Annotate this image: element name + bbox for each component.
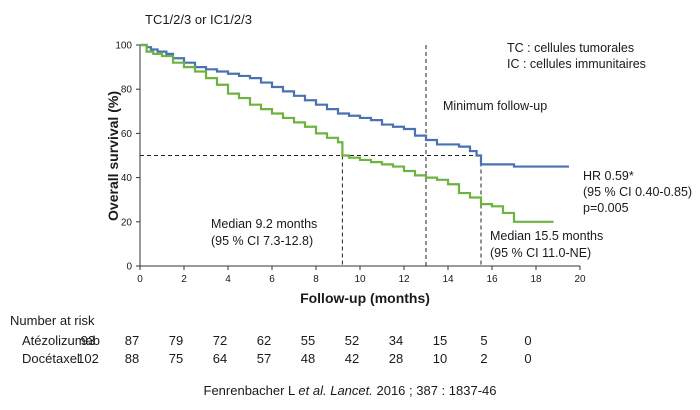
risk-value: 72: [212, 333, 228, 348]
hr-line3: p=0.005: [583, 201, 629, 215]
risk-table-title: Number at risk: [10, 313, 95, 328]
citation-rest: 2016 ; 387 : 1837-46: [372, 383, 497, 398]
risk-value: 87: [124, 333, 140, 348]
median-docetaxel-line2: (95 % CI 7.3-12.8): [211, 234, 313, 248]
risk-row-label-atezolizumab: Atézolizumab: [22, 333, 101, 348]
risk-row-label-docetaxel: Docétaxel: [22, 351, 80, 366]
hr-line2: (95 % CI 0.40-0.85): [583, 185, 692, 199]
risk-value: 79: [168, 333, 184, 348]
citation: Fenrenbacher L et al. Lancet. 2016 ; 387…: [0, 383, 700, 398]
series-line-docetaxel: [140, 43, 554, 223]
risk-value: 0: [524, 351, 532, 366]
risk-value: 15: [432, 333, 448, 348]
subgroup-label: TC1/2/3 or IC1/2/3: [145, 12, 252, 27]
y-tick-label: 60: [121, 129, 133, 140]
x-tick-label: 16: [486, 274, 498, 285]
risk-value: 28: [388, 351, 404, 366]
y-tick-label: 80: [121, 85, 133, 96]
risk-value: 62: [256, 333, 272, 348]
x-tick-label: 12: [398, 274, 410, 285]
x-tick-label: 18: [530, 274, 542, 285]
citation-authors: Fenrenbacher L: [203, 383, 299, 398]
risk-value: 55: [300, 333, 316, 348]
reference-lines: [140, 45, 482, 266]
x-tick-label: 14: [442, 274, 454, 285]
median-docetaxel-line1: Median 9.2 months: [211, 217, 317, 231]
y-axis-title: Overall survival (%): [105, 91, 121, 221]
x-tick-label: 8: [313, 274, 319, 285]
risk-value: 64: [212, 351, 228, 366]
series-layer: [140, 43, 569, 223]
risk-value: 57: [256, 351, 272, 366]
x-tick-label: 2: [181, 274, 187, 285]
y-tick-label: 0: [126, 262, 132, 273]
median-atezolizumab-line2: (95 % CI 11.0-NE): [490, 246, 591, 260]
risk-value: 0: [524, 333, 532, 348]
survival-chart: 0 2 4 6 8 10 12 14 16 18 20 0 20 40 60 80 100 TC1/2/3 or…: [105, 12, 692, 306]
axes: 0 2 4 6 8 10 12 14 16 18 20 0 20 40 60 80 100: [115, 41, 586, 286]
x-tick-label: 20: [574, 274, 586, 285]
median-atezolizumab-line1: Median 15.5 months: [490, 229, 603, 243]
risk-value: 93: [80, 333, 96, 348]
risk-value: 75: [168, 351, 184, 366]
risk-value: 88: [124, 351, 140, 366]
risk-value: 5: [480, 333, 488, 348]
risk-value: 48: [300, 351, 316, 366]
y-tick-label: 40: [121, 173, 133, 184]
risk-value: 102: [77, 351, 99, 366]
hr-line1: HR 0.59*: [583, 169, 634, 183]
x-tick-label: 10: [354, 274, 366, 285]
y-tick-label: 100: [115, 41, 132, 52]
x-tick-label: 4: [225, 274, 231, 285]
risk-value: 10: [432, 351, 448, 366]
x-axis-title: Follow-up (months): [300, 290, 430, 306]
y-tick-label: 20: [121, 217, 133, 228]
legend-line-ic: IC : cellules immunitaires: [507, 57, 646, 71]
citation-etal: et al. Lancet.: [298, 383, 373, 398]
legend-line-tc: TC : cellules tumorales: [507, 41, 634, 55]
risk-value: 34: [388, 333, 404, 348]
risk-value: 52: [344, 333, 360, 348]
risk-value: 2: [480, 351, 488, 366]
x-tick-label: 6: [269, 274, 275, 285]
risk-value: 42: [344, 351, 360, 366]
x-tick-label: 0: [137, 274, 143, 285]
minimum-followup-label: Minimum follow-up: [443, 99, 547, 113]
